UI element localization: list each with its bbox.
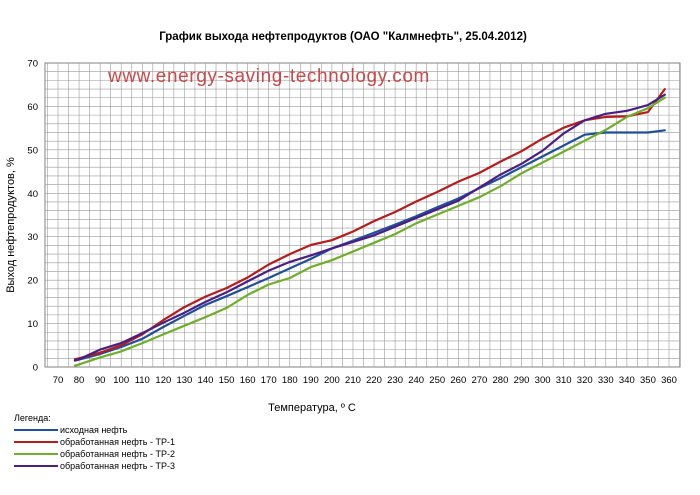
x-tick-label: 210 [345, 375, 361, 386]
x-tick-label: 120 [155, 375, 171, 386]
y-tick-label: 20 [27, 276, 38, 287]
y-tick-label: 10 [27, 319, 38, 330]
legend-swatch-ref [14, 429, 58, 431]
x-tick-label: 260 [450, 375, 466, 386]
x-tick-label: 300 [535, 375, 551, 386]
x-tick-label: 170 [261, 375, 277, 386]
legend-item-ref: исходная нефть [14, 424, 175, 436]
watermark-text: www.energy-saving-technology.com [107, 66, 430, 87]
x-tick-label: 360 [661, 375, 677, 386]
x-tick-label: 180 [282, 375, 298, 386]
x-tick-label: 250 [429, 375, 445, 386]
legend-label-tr3: обработанная нефть - ТР-3 [60, 461, 175, 471]
x-tick-label: 130 [176, 375, 192, 386]
x-tick-label: 240 [408, 375, 424, 386]
series-line-ref [73, 129, 666, 362]
x-tick-label: 190 [303, 375, 319, 386]
legend-label-ref: исходная нефть [60, 425, 128, 435]
legend: Легенда: исходная нефть обработанная неф… [14, 412, 175, 472]
x-tick-label: 280 [493, 375, 509, 386]
x-tick-label: 330 [598, 375, 614, 386]
x-axis-label: Температура, º С [268, 402, 356, 414]
series-line-tr3 [73, 93, 666, 362]
legend-item-tr2: обработанная нефть - ТР-2 [14, 448, 175, 460]
series-line-tr1 [73, 87, 666, 361]
x-tick-label: 140 [198, 375, 214, 386]
y-tick-label: 0 [33, 363, 38, 374]
y-tick-label: 30 [27, 232, 38, 243]
legend-item-tr1: обработанная нефть - ТР-1 [14, 436, 175, 448]
y-tick-label: 50 [27, 145, 38, 156]
x-tick-label: 100 [113, 375, 129, 386]
x-tick-label: 230 [387, 375, 403, 386]
series-line-tr2 [73, 96, 666, 367]
legend-item-tr3: обработанная нефть - ТР-3 [14, 460, 175, 472]
x-tick-label: 80 [74, 375, 85, 386]
legend-label-tr2: обработанная нефть - ТР-2 [60, 449, 175, 459]
x-tick-label: 310 [556, 375, 572, 386]
legend-title: Легенда: [14, 413, 51, 423]
x-tick-label: 290 [514, 375, 530, 386]
x-tick-label: 70 [53, 375, 64, 386]
chart-title: График выхода нефтепродуктов (ОАО "Калмн… [159, 31, 527, 43]
legend-swatch-tr1 [14, 441, 58, 443]
y-tick-label: 40 [27, 189, 38, 200]
x-tick-label: 350 [640, 375, 656, 386]
x-tick-label: 150 [219, 375, 235, 386]
x-tick-label: 90 [95, 375, 106, 386]
x-tick-label: 200 [324, 375, 340, 386]
x-tick-label: 160 [240, 375, 256, 386]
y-tick-label: 60 [27, 102, 38, 113]
y-tick-label: 70 [27, 59, 38, 70]
legend-label-tr1: обработанная нефть - ТР-1 [60, 437, 175, 447]
x-tick-label: 340 [619, 375, 635, 386]
legend-swatch-tr2 [14, 453, 58, 455]
x-tick-label: 110 [135, 375, 150, 386]
y-axis-label: Выход нефтепродуктов, % [5, 157, 17, 293]
x-tick-label: 270 [471, 375, 487, 386]
x-tick-label: 320 [577, 375, 593, 386]
legend-swatch-tr3 [14, 465, 58, 467]
x-tick-label: 220 [366, 375, 382, 386]
